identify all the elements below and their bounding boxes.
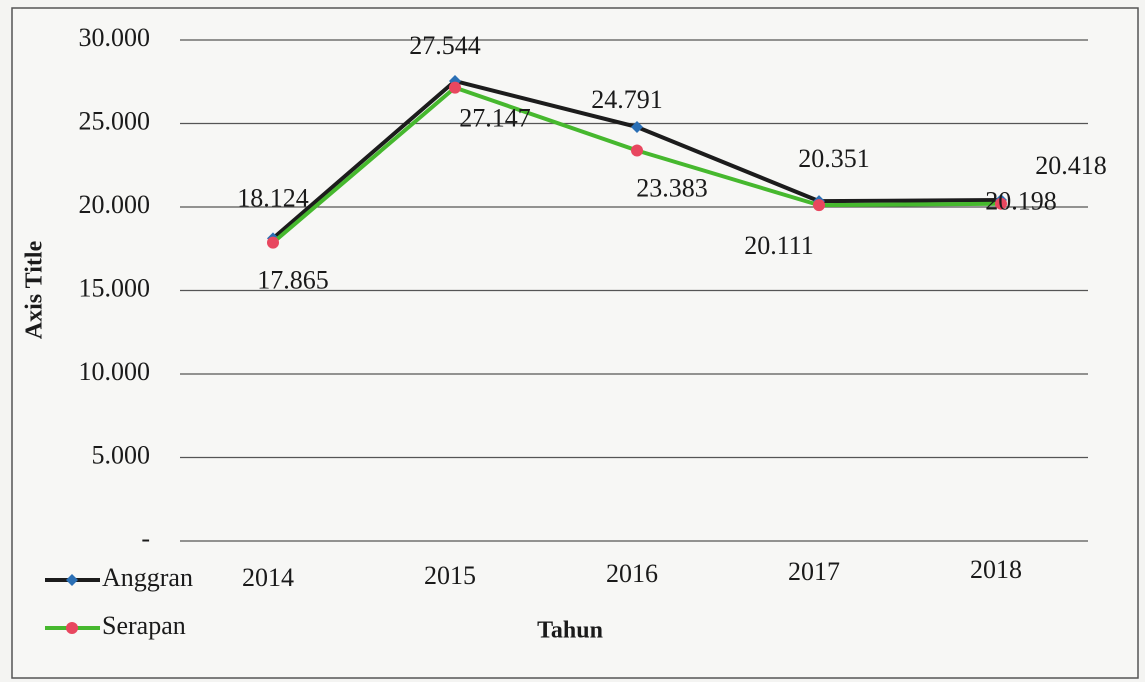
y-tick-label: 20.000 [79,190,151,219]
legend-marker [66,574,78,586]
x-tick-label: 2015 [424,561,476,590]
data-label: 20.198 [985,187,1057,216]
y-tick-label: 10.000 [79,357,151,386]
legend-label: Anggran [102,563,193,592]
y-tick-label: 25.000 [79,106,151,135]
data-label: 20.351 [798,144,870,173]
point-marker [813,199,825,212]
chart-frame [11,7,1139,679]
x-axis-title: Tahun [537,618,603,644]
legend-marker [66,622,78,634]
data-label: 23.383 [636,173,708,202]
x-tick-label: 2018 [970,555,1022,584]
legend-label: Serapan [102,611,186,640]
y-tick-label: 5.000 [92,440,151,469]
y-tick-label: 30.000 [79,23,151,52]
data-label: 20.418 [1035,151,1107,180]
data-label: 18.124 [237,183,309,212]
data-label: 27.147 [459,104,531,133]
point-marker [631,120,643,133]
point-marker [449,81,461,94]
data-label: 17.865 [257,266,329,295]
x-tick-label: 2016 [606,559,658,588]
y-tick-label: - [141,524,150,553]
y-axis-title: Axis Title [22,240,48,339]
x-tick-label: 2014 [242,563,294,592]
point-marker [631,144,643,157]
data-label: 20.111 [744,231,814,260]
y-tick-label: 15.000 [79,273,151,302]
point-marker [995,197,1007,210]
data-label: 24.791 [591,85,663,114]
data-label: 27.544 [409,31,481,60]
x-tick-label: 2017 [788,557,840,586]
point-marker [267,236,279,249]
